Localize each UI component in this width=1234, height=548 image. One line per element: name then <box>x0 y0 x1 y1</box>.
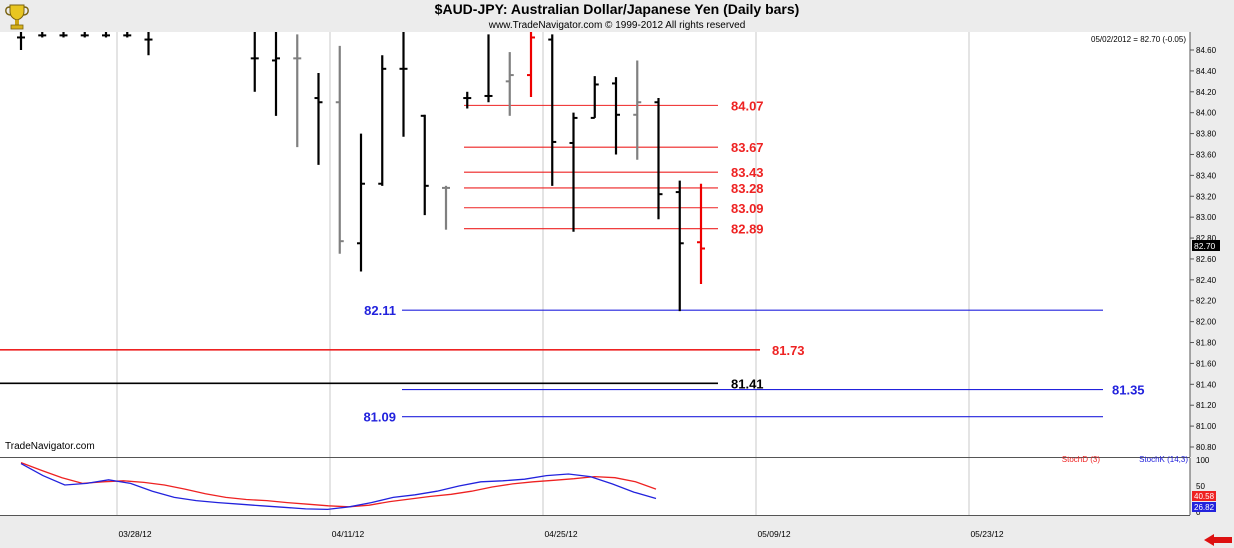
trophy-logo-icon <box>5 4 29 30</box>
stochd-tag-bg <box>1192 491 1216 501</box>
stochd-value-tag: 40.58 <box>1194 492 1215 501</box>
price-tick-label: 83.40 <box>1196 171 1217 180</box>
price-tick-label: 83.20 <box>1196 192 1217 201</box>
level-label: 81.35 <box>1112 383 1145 398</box>
stochk-value-tag: 26.82 <box>1194 503 1215 512</box>
date-tick-label: 04/11/12 <box>332 529 365 539</box>
level-label: 83.43 <box>731 165 764 180</box>
level-label: 82.11 <box>364 303 396 318</box>
current-price-tag: 82.70 <box>1194 241 1216 251</box>
watermark-label: TradeNavigator.com <box>5 441 95 452</box>
price-tick-label: 83.00 <box>1196 213 1217 222</box>
stoch-legend-d: StochD (3) <box>1062 455 1101 464</box>
level-label: 83.28 <box>731 181 764 196</box>
level-label: 83.09 <box>731 201 764 216</box>
date-tick-label: 05/09/12 <box>757 529 790 539</box>
price-tick-label: 82.80 <box>1196 234 1217 243</box>
stoch-series-line <box>20 461 657 508</box>
price-tick-label: 84.20 <box>1196 88 1217 97</box>
price-tick-label: 83.80 <box>1196 130 1217 139</box>
stoch-legend-k: StochK (14,3) <box>1139 455 1188 464</box>
price-tick-label: 84.40 <box>1196 67 1217 76</box>
level-label: 81.09 <box>363 410 396 425</box>
level-label: 81.73 <box>772 343 805 358</box>
stochk-tag-bg <box>1192 502 1216 512</box>
copyright-notice: www.TradeNavigator.com © 1999-2012 All r… <box>488 20 746 31</box>
price-tick-label: 81.00 <box>1196 422 1217 431</box>
level-label: 81.41 <box>731 376 764 391</box>
price-tick-label: 81.40 <box>1196 380 1217 389</box>
stoch-tick-label: 0 <box>1196 508 1201 517</box>
level-label: 83.67 <box>731 140 764 155</box>
price-tick-label: 84.60 <box>1196 46 1217 55</box>
price-tick-label: 81.80 <box>1196 339 1217 348</box>
price-tick-label: 82.40 <box>1196 276 1217 285</box>
price-tick-label: 81.20 <box>1196 401 1217 410</box>
stoch-series-line <box>20 463 657 511</box>
current-price-tag-bg <box>1192 240 1220 251</box>
stoch-plot-area <box>0 458 1190 515</box>
price-tick-label: 80.80 <box>1196 443 1217 452</box>
chart-title: $AUD-JPY: Australian Dollar/Japanese Yen… <box>434 1 800 17</box>
price-tick-label: 82.00 <box>1196 318 1217 327</box>
price-tick-label: 84.00 <box>1196 109 1217 118</box>
date-tick-label: 05/23/12 <box>970 529 1003 539</box>
scroll-left-arrow-icon[interactable] <box>1204 534 1232 546</box>
price-readout: 05/02/2012 = 82.70 (-0.05) <box>1091 35 1186 44</box>
price-tick-label: 83.60 <box>1196 150 1217 159</box>
date-tick-label: 04/25/12 <box>544 529 577 539</box>
price-tick-label: 81.60 <box>1196 359 1217 368</box>
stoch-tick-label: 50 <box>1196 482 1205 491</box>
stoch-tick-label: 100 <box>1196 456 1210 465</box>
price-tick-label: 82.60 <box>1196 255 1217 264</box>
date-tick-label: 03/28/12 <box>118 529 151 539</box>
level-label: 84.07 <box>731 98 764 113</box>
level-label: 82.89 <box>731 222 764 237</box>
price-tick-label: 82.20 <box>1196 297 1217 306</box>
